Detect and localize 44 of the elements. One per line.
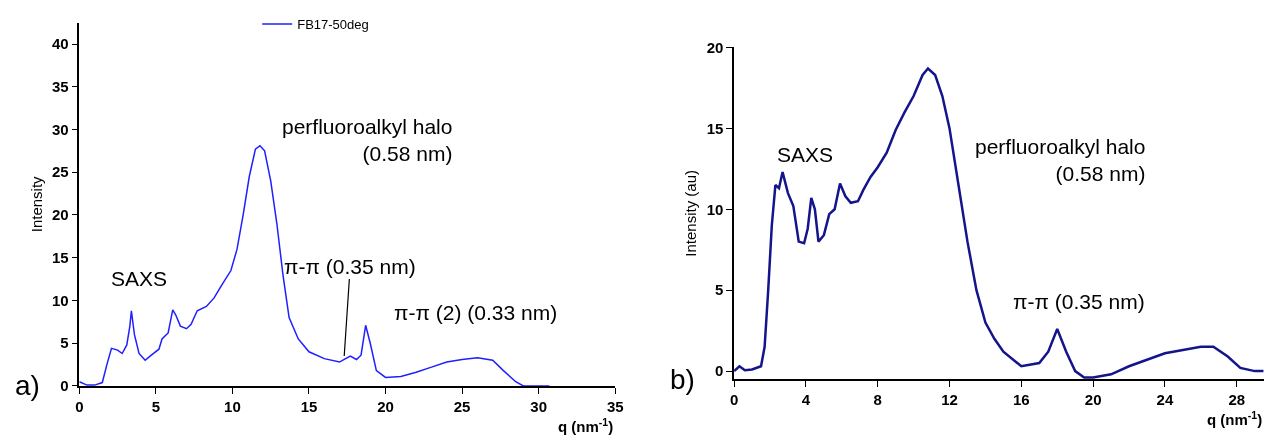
x-tick-label: 16 xyxy=(1012,390,1030,408)
y-tick-label: 0 xyxy=(60,377,69,395)
y-tick-label: 10 xyxy=(706,200,724,218)
y-tick-label: 20 xyxy=(706,38,724,56)
x-tick-label: 8 xyxy=(873,390,882,408)
text: b) xyxy=(670,364,695,395)
annotation: perfluoroalkyl halo (0.58 nm) xyxy=(282,115,453,166)
x-tick-label: 20 xyxy=(377,397,394,415)
text: a) xyxy=(15,370,40,401)
y-tick-label: 0 xyxy=(715,362,724,380)
annotation: perfluoroalkyl halo (0.58 nm) xyxy=(975,135,1146,186)
x-tick-label: 28 xyxy=(1228,390,1246,408)
y-tick-label: 30 xyxy=(51,120,69,138)
annotation: π-π (0.35 nm) xyxy=(1013,290,1145,313)
y-tick-label: 5 xyxy=(715,281,724,299)
y-tick-label: 15 xyxy=(51,248,69,266)
x-tick-label: 10 xyxy=(224,397,241,415)
x-axis-title: q (nm$^{-1}$) xyxy=(1207,409,1263,429)
y-tick-label: 15 xyxy=(706,119,724,137)
annotation: SAXS xyxy=(111,267,168,290)
annotation: π-π (2) (0.33 nm) xyxy=(394,301,558,324)
x-tick-label: 0 xyxy=(75,397,84,415)
y-tick-label: 25 xyxy=(51,163,69,181)
x-tick-label: 35 xyxy=(606,397,624,415)
x-axis-title: q (nm$^{-1}$) xyxy=(558,416,614,436)
y-tick-label: 40 xyxy=(51,35,69,53)
y-tick-label: 10 xyxy=(51,291,69,309)
x-tick-label: 30 xyxy=(530,397,548,415)
y-axis-title: Intensity (au) xyxy=(682,169,700,257)
y-tick-label: 5 xyxy=(60,334,69,352)
x-tick-label: 20 xyxy=(1084,390,1102,408)
y-axis-title: Intensity xyxy=(27,175,45,233)
x-tick-label: 15 xyxy=(300,397,318,415)
legend-label: FB17-50deg xyxy=(297,17,369,33)
x-tick-label: 24 xyxy=(1156,390,1174,408)
x-tick-label: 4 xyxy=(801,390,811,408)
x-tick-label: 5 xyxy=(151,397,161,415)
annotation: SAXS xyxy=(777,143,834,166)
x-tick-label: 25 xyxy=(453,397,471,415)
x-tick-label: 12 xyxy=(941,390,958,408)
y-tick-label: 20 xyxy=(51,206,69,224)
annotation: π-π (0.35 nm) xyxy=(284,255,416,278)
x-tick-label: 0 xyxy=(729,390,739,408)
y-tick-label: 35 xyxy=(51,78,69,95)
